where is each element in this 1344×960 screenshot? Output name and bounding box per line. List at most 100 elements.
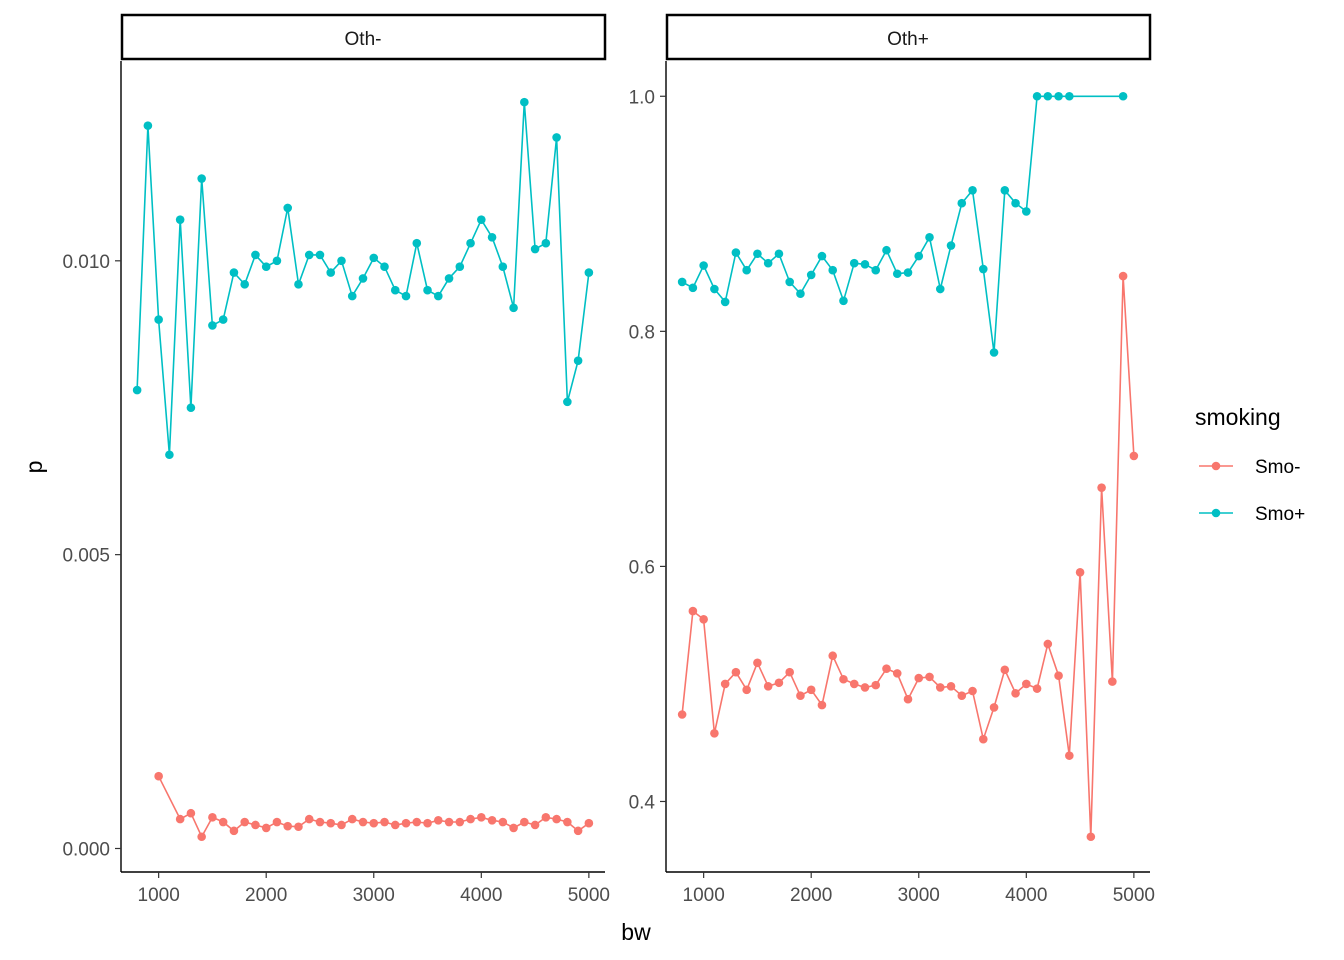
data-point [753, 658, 762, 668]
data-point [229, 268, 239, 277]
data-point [1118, 91, 1128, 101]
series-smo-plus [132, 97, 594, 460]
data-point [903, 694, 913, 704]
data-point [218, 315, 228, 324]
y-axis-title: p [21, 461, 47, 474]
data-point [390, 285, 400, 295]
data-point [892, 269, 902, 279]
data-point [849, 258, 859, 268]
data-point [433, 815, 443, 825]
data-point [785, 277, 794, 287]
data-point [1129, 451, 1139, 461]
data-point [423, 285, 432, 295]
x-tick-label: 4000 [1005, 885, 1047, 906]
data-point [347, 814, 357, 824]
data-point [763, 258, 773, 268]
data-point [455, 817, 465, 827]
data-point [720, 297, 730, 307]
data-point [423, 818, 432, 828]
data-point [530, 820, 540, 830]
data-point [935, 683, 945, 692]
series-smo-plus [677, 91, 1128, 357]
data-point [412, 238, 422, 248]
data-point [828, 265, 838, 275]
data-point [487, 815, 497, 825]
legend: smoking Smo- Smo+ [1195, 404, 1305, 525]
data-point [903, 268, 913, 277]
data-point [240, 280, 249, 289]
data-point [240, 817, 249, 827]
data-point [1075, 567, 1085, 577]
data-point [186, 403, 196, 413]
data-point [358, 274, 368, 283]
data-point [369, 253, 379, 263]
data-point [154, 771, 163, 781]
data-point [828, 651, 838, 661]
facet-strip [120, 13, 607, 61]
data-point [1065, 91, 1074, 101]
data-point [839, 296, 848, 306]
data-point [563, 817, 572, 827]
data-point [455, 262, 465, 271]
data-point [390, 820, 400, 830]
data-point [968, 185, 977, 195]
data-point [957, 198, 967, 208]
data-point [1054, 671, 1063, 681]
panel-oth-plus: Oth+ 0.4 0.6 0.8 1.0 1000 2000 3000 4000 5000 [629, 13, 1155, 906]
data-point [541, 813, 551, 822]
data-point [466, 238, 475, 248]
data-point [573, 826, 583, 836]
legend-key-point [1211, 461, 1221, 471]
data-point [283, 203, 293, 213]
series-line [681, 276, 1135, 837]
data-point [132, 385, 142, 395]
data-point [1000, 665, 1010, 675]
data-point [989, 348, 999, 357]
x-tick-label: 3000 [898, 885, 940, 906]
data-point [369, 818, 379, 828]
data-point [1118, 271, 1128, 281]
data-point [563, 397, 572, 407]
series-line [157, 775, 590, 839]
data-point [347, 291, 357, 301]
data-point [817, 251, 827, 261]
data-point [720, 679, 730, 689]
data-point [208, 321, 217, 330]
data-point [1054, 91, 1063, 101]
data-point [304, 250, 314, 260]
data-point [688, 606, 698, 616]
legend-label: Smo- [1255, 457, 1300, 478]
data-point [1000, 185, 1010, 195]
data-point [261, 262, 271, 271]
data-point [337, 820, 346, 830]
data-point [315, 817, 325, 827]
x-tick-label: 1000 [683, 885, 725, 906]
data-point [315, 250, 325, 260]
data-point [520, 97, 529, 107]
data-point [197, 174, 206, 183]
data-point [251, 820, 260, 830]
data-point [573, 356, 583, 366]
data-point [552, 133, 561, 142]
data-point [229, 826, 239, 836]
data-point [892, 669, 902, 678]
data-point [806, 270, 816, 280]
data-point [1097, 483, 1106, 492]
data-point [871, 680, 881, 690]
legend-title: smoking [1195, 404, 1281, 430]
data-point [677, 277, 687, 287]
data-point [218, 817, 228, 827]
data-point [946, 681, 956, 691]
y-tick-label: 0.4 [629, 792, 656, 813]
data-point [326, 268, 336, 277]
data-point [552, 814, 561, 824]
data-point [208, 813, 217, 822]
data-point [401, 818, 411, 828]
facet-strip [665, 13, 1152, 61]
data-point [466, 814, 475, 824]
data-point [753, 249, 762, 259]
data-point [154, 315, 163, 324]
data-point [165, 450, 174, 460]
data-point [326, 818, 336, 828]
data-point [530, 244, 540, 254]
